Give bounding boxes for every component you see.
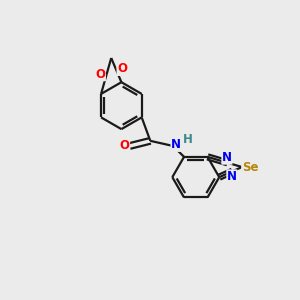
Text: N: N <box>171 138 181 151</box>
Text: H: H <box>182 133 192 146</box>
Text: O: O <box>119 140 130 152</box>
Text: N: N <box>222 151 232 164</box>
Text: O: O <box>95 68 105 81</box>
Text: Se: Se <box>242 160 258 173</box>
Text: N: N <box>227 170 237 183</box>
Text: O: O <box>117 62 127 75</box>
